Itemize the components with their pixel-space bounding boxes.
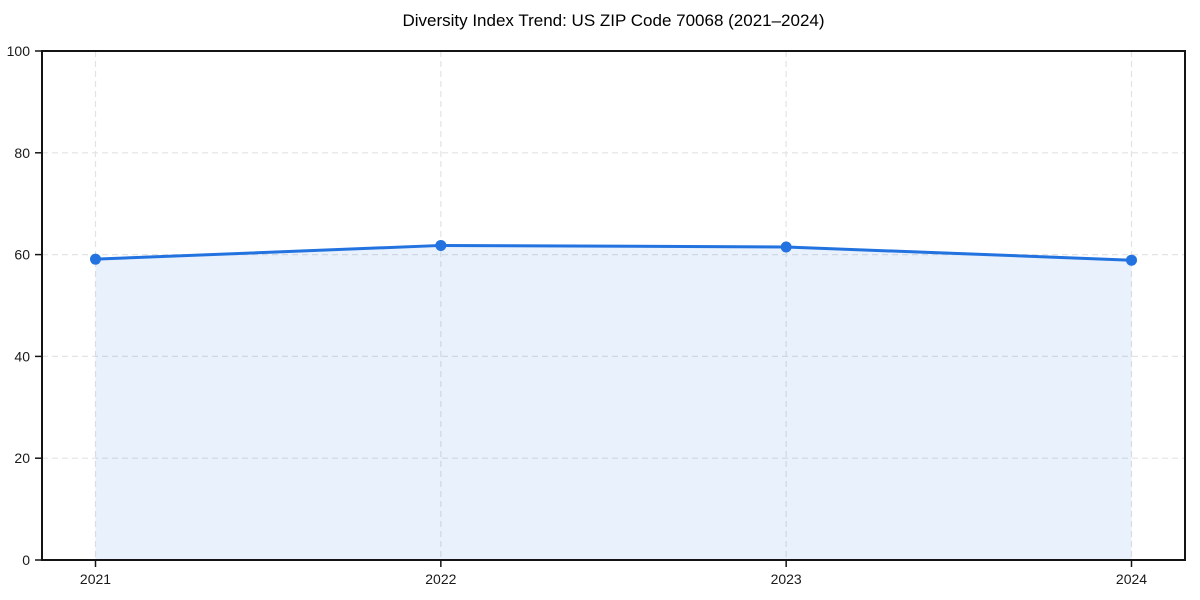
y-tick-label: 60 <box>14 247 30 263</box>
data-point-marker <box>780 241 792 253</box>
data-point-marker <box>435 239 447 251</box>
data-point-marker <box>90 253 101 265</box>
x-tick-label: 2024 <box>1116 571 1147 587</box>
trend-line <box>94 243 1133 262</box>
data-point-marker <box>1126 254 1137 266</box>
axis-frame <box>41 50 1186 561</box>
y-tick-label: 100 <box>7 43 31 59</box>
x-tick-label: 2023 <box>771 571 802 587</box>
area-fill <box>95 245 1132 561</box>
x-tick-label: 2022 <box>425 571 456 587</box>
chart-title: Diversity Index Trend: US ZIP Code 70068… <box>402 11 825 30</box>
x-tick-label: 2021 <box>80 571 111 587</box>
y-tick-label: 40 <box>14 348 30 364</box>
y-tick-label: 20 <box>14 450 30 466</box>
y-tick-label: 80 <box>14 145 30 161</box>
y-tick-label: 0 <box>22 552 30 568</box>
